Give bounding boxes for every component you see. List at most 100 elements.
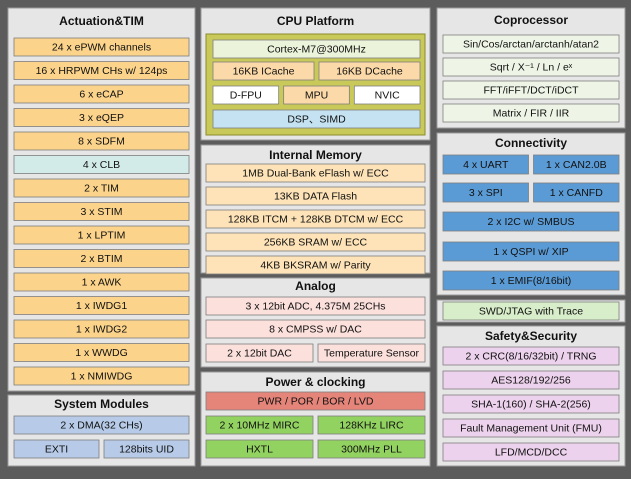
block-label: Matrix / FIR / IIR: [493, 107, 570, 119]
panel-title: CPU Platform: [277, 14, 354, 28]
block: [13, 37, 190, 57]
block: [13, 366, 190, 386]
block: [317, 343, 426, 363]
block-label: 24 x ePWM channels: [52, 41, 151, 53]
block: [212, 39, 421, 59]
block-label: 4KB BKSRAM w/ Parity: [260, 259, 371, 271]
block: [13, 84, 190, 104]
block-label: 2 x TIM: [84, 182, 119, 194]
block: [442, 270, 620, 291]
block: [13, 296, 190, 315]
block: [442, 346, 620, 366]
block: [442, 34, 620, 54]
block-label: 128bits UID: [119, 443, 174, 455]
block-label: 2 x 12bit DAC: [227, 347, 292, 359]
block-label: 2 x CRC(8/16/32bit) / TRNG: [465, 350, 596, 362]
block-label: 1 x CANFD: [550, 187, 604, 199]
panel-title: Actuation&TIM: [59, 14, 144, 28]
block-label: 1 x LPTIM: [78, 229, 126, 241]
block-label: Sin/Cos/arctan/arctanh/atan2: [463, 38, 599, 50]
block: [442, 301, 620, 321]
block-label: 16 x HRPWM CHs w/ 124ps: [36, 65, 168, 77]
block-label: PWR / POR / BOR / LVD: [258, 395, 374, 407]
block-label: 16KB ICache: [233, 65, 295, 77]
block: [205, 439, 314, 459]
block: [442, 211, 620, 232]
block-label: 1 x IWDG2: [76, 323, 128, 335]
block-label: 1 x CAN2.0B: [546, 159, 607, 171]
block-label: SWD/JTAG with Trace: [479, 305, 583, 317]
panel-title: System Modules: [54, 397, 149, 411]
block: [13, 61, 190, 80]
block-label: 4 x UART: [463, 159, 509, 171]
block: [442, 370, 620, 390]
block: [533, 182, 620, 203]
panel-title: Power & clocking: [265, 375, 365, 389]
block: [103, 439, 190, 459]
block: [205, 296, 426, 316]
block-label: Fault Management Unit (FMU): [460, 422, 602, 434]
block-label: 3 x eQEP: [79, 112, 124, 124]
block-label: 1 x QSPI w/ XIP: [493, 246, 568, 258]
block: [13, 415, 190, 435]
block: [353, 85, 421, 105]
block: [205, 232, 426, 252]
block-label: SHA-1(160) / SHA-2(256): [471, 398, 591, 410]
panel-title: Analog: [295, 279, 336, 293]
block: [212, 85, 280, 105]
block-label: 1 x WWDG: [75, 347, 128, 359]
block-label: 2 x DMA(32 CHs): [60, 419, 142, 431]
block-label: 2 x BTIM: [80, 253, 122, 265]
block-label: 4 x CLB: [83, 159, 120, 171]
block-label: 300MHz PLL: [341, 443, 402, 455]
block-label: AES128/192/256: [491, 374, 571, 386]
block-label: 1MB Dual-Bank eFlash w/ ECC: [242, 167, 389, 179]
block: [13, 249, 190, 268]
block-label: 3 x STIM: [80, 206, 122, 218]
block: [205, 343, 314, 363]
block: [13, 343, 190, 362]
block: [13, 319, 190, 339]
block: [13, 272, 190, 292]
block-label: 128KB ITCM + 128KB DTCM w/ ECC: [228, 213, 404, 225]
panel-title: Coprocessor: [494, 13, 568, 27]
block: [13, 439, 100, 459]
block-label: LFD/MCD/DCC: [495, 446, 568, 458]
block-label: 2 x I2C w/ SMBUS: [488, 216, 575, 228]
block: [212, 61, 315, 81]
block-label: EXTI: [45, 443, 68, 455]
block: [533, 154, 620, 175]
block: [13, 108, 190, 127]
block-label: MPU: [305, 89, 328, 101]
block: [205, 255, 426, 275]
block: [442, 57, 620, 77]
block: [442, 80, 620, 100]
block: [205, 319, 426, 339]
block: [205, 209, 426, 229]
block-label: DSP、SIMD: [287, 113, 346, 125]
block-label: Temperature Sensor: [324, 347, 420, 359]
block-label: 16KB DCache: [336, 65, 403, 77]
block: [205, 163, 426, 183]
block: [205, 186, 426, 206]
block-label: 3 x 12bit ADC, 4.375M 25CHs: [245, 300, 385, 312]
block-label: 8 x SDFM: [78, 135, 125, 147]
block: [442, 418, 620, 438]
block: [13, 155, 190, 174]
block: [205, 415, 314, 435]
block-label: HXTL: [246, 443, 273, 455]
block-label: 8 x CMPSS w/ DAC: [269, 323, 362, 335]
block-label: 256KB SRAM w/ ECC: [264, 236, 368, 248]
block-label: 128KHz LIRC: [339, 419, 404, 431]
block-label: 1 x NMIWDG: [71, 370, 133, 382]
block-label: FFT/iFFT/DCT/iDCT: [483, 84, 579, 96]
block: [317, 415, 426, 435]
block-label: 13KB DATA Flash: [274, 190, 357, 202]
block: [13, 225, 190, 245]
block: [442, 182, 529, 203]
block: [13, 178, 190, 198]
block-label: 2 x 10MHz MIRC: [220, 419, 300, 431]
block-label: 1 x AWK: [82, 276, 122, 288]
block-label: D-FPU: [230, 89, 262, 101]
